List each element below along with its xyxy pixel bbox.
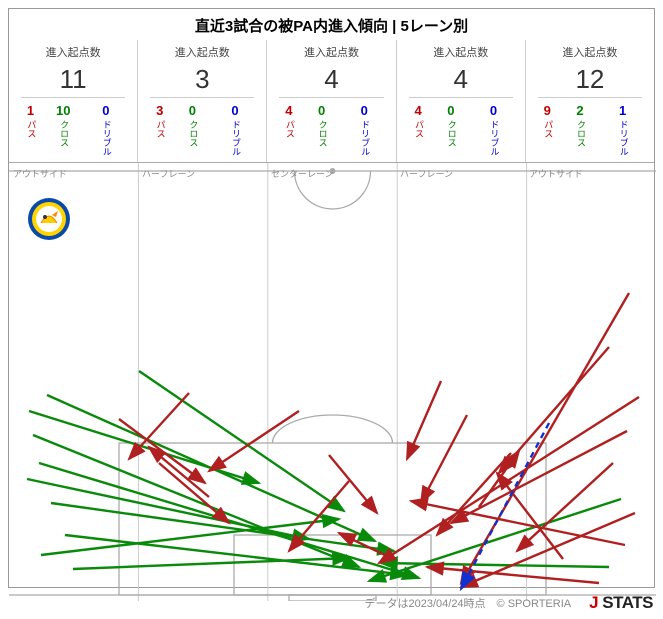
pass-arrow bbox=[379, 397, 639, 563]
lane-metric-label: 進入起点数 bbox=[399, 44, 523, 60]
pass-count: 9パス bbox=[537, 104, 557, 156]
chart-title: 直近3試合の被PA内進入傾向 | 5レーン別 bbox=[9, 9, 654, 40]
lane-total: 12 bbox=[538, 62, 642, 98]
pass-arrow bbox=[421, 415, 467, 503]
cross-count: 0クロス bbox=[307, 104, 337, 156]
lane-breakdown: 1パス 10クロス 0ドリブル bbox=[11, 104, 135, 156]
team-badge bbox=[27, 197, 71, 246]
stat-lane: 進入起点数 4 4パス 0クロス0ドリブル bbox=[267, 40, 396, 162]
pass-count: 1パス bbox=[21, 104, 41, 156]
lane-breakdown: 3パス 0クロス0ドリブル bbox=[140, 104, 264, 156]
pass-arrow bbox=[497, 473, 563, 559]
lane-metric-label: 進入起点数 bbox=[528, 44, 652, 60]
lane-metric-label: 進入起点数 bbox=[269, 44, 393, 60]
pass-arrow bbox=[209, 411, 299, 471]
cross-arrow bbox=[27, 479, 309, 539]
pass-arrow bbox=[407, 381, 441, 459]
dribble-count: 0ドリブル bbox=[86, 104, 126, 156]
pitch-area: アウトサイドハーフレーンセンターレーンハーフレーンアウトサイド bbox=[9, 163, 654, 601]
pass-count: 4パス bbox=[279, 104, 299, 156]
stat-lane: 進入起点数 12 9パス 2クロス 1ドリブル bbox=[526, 40, 654, 162]
pass-arrow bbox=[451, 431, 627, 523]
dribble-count: 0ドリブル bbox=[215, 104, 255, 156]
lane-breakdown: 9パス 2クロス 1ドリブル bbox=[528, 104, 652, 156]
chart-container: 直近3試合の被PA内進入傾向 | 5レーン別 進入起点数 11 1パス 10クロス 0ド… bbox=[8, 8, 655, 588]
cross-count: 0クロス bbox=[178, 104, 208, 156]
pitch-lane-label: ハーフレーン bbox=[396, 167, 525, 180]
lane-metric-label: 進入起点数 bbox=[11, 44, 135, 60]
cross-arrow bbox=[39, 463, 419, 578]
stat-lane: 進入起点数 3 3パス 0クロス0ドリブル bbox=[138, 40, 267, 162]
lane-total: 4 bbox=[279, 62, 383, 98]
lane-total: 4 bbox=[409, 62, 513, 98]
stats-logo: J STATS bbox=[589, 593, 653, 613]
footer-note: データは2023/04/24時点 © SPORTERIA bbox=[365, 595, 572, 611]
pitch-svg bbox=[9, 163, 656, 601]
stats-row: 進入起点数111パス10クロス0ドリブル進入起点数33パス0クロス0ドリブル進入… bbox=[9, 40, 654, 163]
dribble-count: 1ドリブル bbox=[603, 104, 643, 156]
stat-lane: 進入起点数 11 1パス 10クロス 0ドリブル bbox=[9, 40, 138, 162]
pitch-lane-label: アウトサイド bbox=[9, 167, 138, 180]
stat-lane: 進入起点数 4 4パス 0クロス 0ドリブル bbox=[397, 40, 526, 162]
pass-arrow bbox=[499, 347, 609, 473]
lane-total: 3 bbox=[150, 62, 254, 98]
pitch-lane-label: センターレーン bbox=[267, 167, 396, 180]
lane-breakdown: 4パス 0クロス0ドリブル bbox=[269, 104, 393, 156]
pass-count: 4パス bbox=[408, 104, 428, 156]
cross-count: 0クロス bbox=[436, 104, 466, 156]
cross-arrow bbox=[33, 435, 359, 567]
cross-count: 2クロス bbox=[565, 104, 595, 156]
pitch-lane-label: アウトサイド bbox=[525, 167, 654, 180]
pass-arrow bbox=[427, 567, 599, 583]
cross-arrow bbox=[369, 499, 621, 581]
footer: データは2023/04/24時点 © SPORTERIA J STATS bbox=[0, 593, 653, 613]
pass-arrow bbox=[437, 453, 511, 535]
dribble-count: 0ドリブル bbox=[474, 104, 514, 156]
lane-metric-label: 進入起点数 bbox=[140, 44, 264, 60]
pass-arrow bbox=[119, 419, 205, 483]
cross-count: 10クロス bbox=[48, 104, 78, 156]
pass-count: 3パス bbox=[150, 104, 170, 156]
dribble-count: 0ドリブル bbox=[344, 104, 384, 156]
lane-breakdown: 4パス 0クロス 0ドリブル bbox=[399, 104, 523, 156]
pitch-lane-label: ハーフレーン bbox=[138, 167, 267, 180]
lane-labels-row: アウトサイドハーフレーンセンターレーンハーフレーンアウトサイド bbox=[9, 167, 654, 180]
lane-total: 11 bbox=[21, 62, 125, 98]
